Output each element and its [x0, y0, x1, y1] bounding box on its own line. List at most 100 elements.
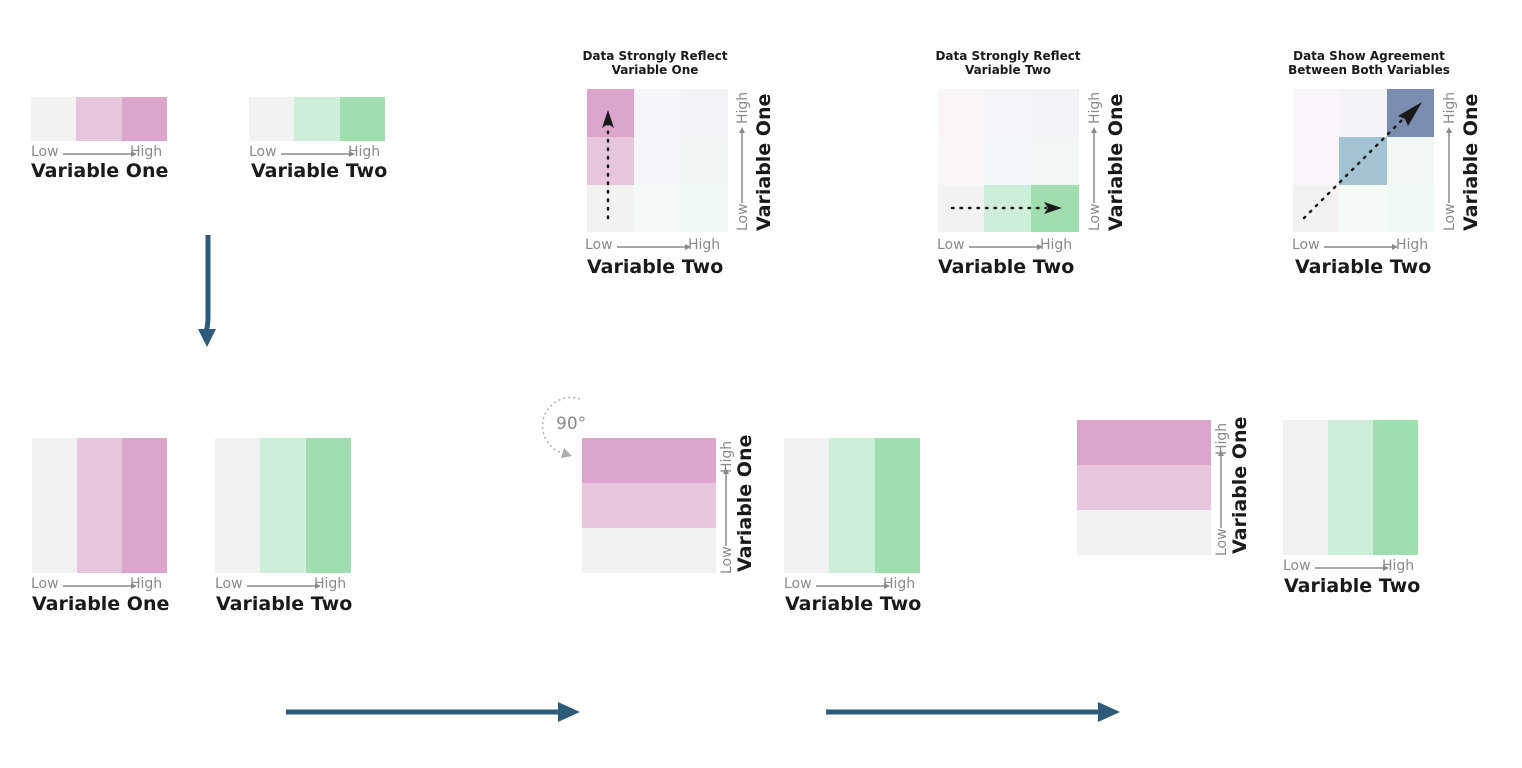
dotted-right-arrow: [950, 202, 1062, 214]
axis-arrow: [723, 468, 729, 546]
axis-arrow: [739, 127, 745, 203]
band-low: [1077, 510, 1211, 555]
grid-cell: [1387, 137, 1434, 185]
low-label: Low: [249, 144, 277, 160]
variable-one-label: Variable One: [753, 93, 775, 231]
high-label: High: [1214, 422, 1230, 455]
axis-arrow: [1091, 127, 1097, 203]
low-label: Low: [719, 546, 735, 574]
band-high: [1077, 420, 1211, 465]
low-label: Low: [1442, 203, 1458, 231]
axis-arrow: [1324, 244, 1398, 250]
high-label: High: [688, 237, 721, 253]
grid-cell: [587, 185, 634, 232]
panel-title: Data Strongly Reflect Variable One: [582, 49, 728, 77]
swatch-high: [122, 438, 167, 573]
axis-arrow: [1315, 565, 1389, 571]
axis-arrow: [281, 151, 355, 157]
variable-one-label: Variable One: [1229, 416, 1251, 554]
variable-one-label: Variable One: [1105, 93, 1127, 231]
rotation-label: 90°: [556, 414, 587, 434]
swatch-high: [340, 97, 385, 141]
swatch-mid: [829, 438, 875, 573]
high-label: High: [130, 144, 163, 160]
high-label: High: [1040, 237, 1073, 253]
dotted-diagonal-arrow: [1302, 102, 1422, 220]
low-label: Low: [784, 576, 812, 592]
grid-cell: [1293, 89, 1339, 137]
right-arrow-1: [286, 702, 580, 722]
variable-two-label: Variable Two: [938, 256, 1075, 278]
low-label: Low: [1283, 558, 1311, 574]
high-label: High: [1442, 91, 1458, 124]
swatch-high: [306, 438, 351, 573]
swatch-mid: [260, 438, 306, 573]
variable-two-label: Variable Two: [785, 593, 922, 615]
grid-cell: [681, 185, 728, 232]
low-label: Low: [1214, 528, 1230, 556]
swatch-low: [215, 438, 260, 573]
band-high: [582, 438, 716, 483]
variable-two-label: Variable Two: [1295, 256, 1432, 278]
band-mid: [1077, 465, 1211, 510]
swatch-low: [1283, 420, 1328, 555]
band-mid: [582, 483, 716, 528]
dotted-up-arrow: [602, 110, 614, 220]
grid-cell: [587, 89, 634, 137]
grid-cell: [1293, 185, 1339, 232]
swatch-mid: [77, 438, 122, 573]
grid-cell: [938, 89, 984, 137]
swatch-low: [31, 97, 76, 141]
low-label: Low: [937, 237, 965, 253]
swatch-high: [1373, 420, 1418, 555]
axis-arrow: [1218, 450, 1224, 528]
swatch-low: [784, 438, 829, 573]
grid-cell: [634, 89, 681, 137]
grid-cell: [634, 185, 681, 232]
low-label: Low: [1087, 203, 1103, 231]
variable-one-label: Variable One: [32, 593, 170, 615]
grid-cell: [587, 137, 634, 185]
variable-two-label: Variable Two: [251, 160, 388, 182]
axis-arrow: [63, 583, 137, 589]
variable-two-label: Variable Two: [1284, 575, 1421, 597]
low-label: Low: [31, 576, 59, 592]
high-label: High: [1087, 91, 1103, 124]
low-label: Low: [31, 144, 59, 160]
swatch-low: [249, 97, 294, 141]
grid-cell: [938, 137, 984, 185]
high-label: High: [348, 144, 381, 160]
variable-one-label: Variable One: [31, 160, 169, 182]
high-label: High: [883, 576, 916, 592]
grid-cell: [1031, 137, 1079, 185]
high-label: High: [735, 91, 751, 124]
grid-cell: [681, 137, 728, 185]
band-low: [582, 528, 716, 573]
panel-title: Data Show Agreement Between Both Variabl…: [1288, 49, 1450, 77]
variable-one-label: Variable One: [1460, 93, 1482, 231]
grid-cell: [1339, 89, 1387, 137]
high-label: High: [130, 576, 163, 592]
grid-cell: [1387, 185, 1434, 232]
swatch-mid: [294, 97, 340, 141]
swatch-low: [32, 438, 77, 573]
variable-two-label: Variable Two: [216, 593, 353, 615]
grid-cell: [1339, 185, 1387, 232]
swatch-high: [122, 97, 167, 141]
low-label: Low: [735, 203, 751, 231]
right-arrow-2: [826, 702, 1120, 722]
panel-title: Data Strongly Reflect Variable Two: [935, 49, 1081, 77]
low-label: Low: [1292, 237, 1320, 253]
axis-arrow: [1446, 127, 1452, 203]
axis-arrow: [969, 244, 1043, 250]
variable-two-label: Variable Two: [587, 256, 724, 278]
low-label: Low: [585, 237, 613, 253]
grid-cell: [984, 89, 1031, 137]
grid-cell: [1031, 89, 1079, 137]
swatch-high: [875, 438, 920, 573]
grid-cell: [1339, 137, 1387, 185]
variable-one-label: Variable One: [734, 434, 756, 572]
grid-cell: [1293, 137, 1339, 185]
high-label: High: [314, 576, 347, 592]
high-label: High: [1396, 237, 1429, 253]
